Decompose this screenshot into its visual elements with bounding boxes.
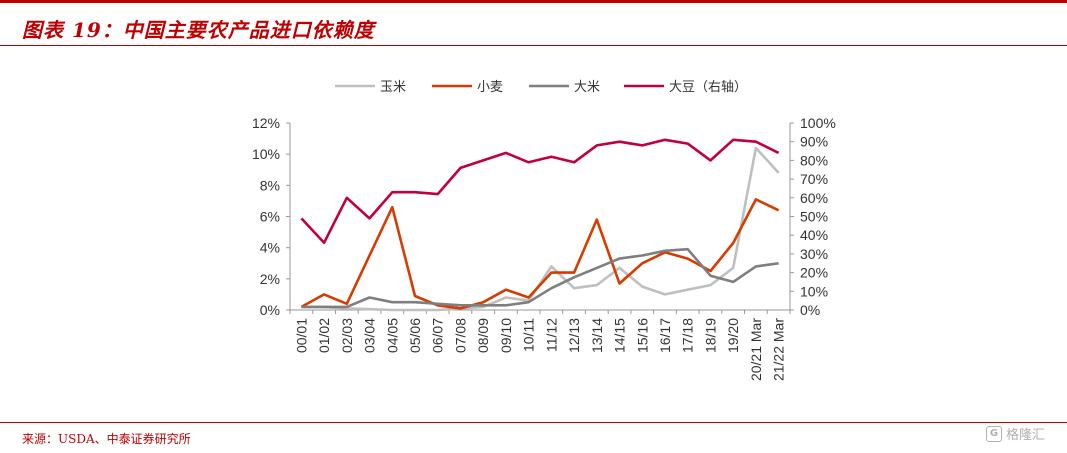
x-tick-label: 04/05 — [384, 318, 400, 353]
watermark: G 格隆汇 — [985, 424, 1045, 443]
x-tick-label: 16/17 — [657, 318, 673, 353]
x-tick-label: 01/02 — [316, 318, 332, 353]
series-line-1 — [300, 198, 780, 310]
legend-label-1: 小麦 — [477, 80, 503, 95]
left-tick-label: 6% — [260, 209, 280, 225]
x-tick-label: 09/10 — [498, 318, 514, 353]
left-tick-label: 4% — [260, 240, 280, 256]
right-tick-label: 70% — [800, 171, 828, 187]
x-tick-label: 02/03 — [339, 318, 355, 353]
x-tick-label: 21/22 Mar — [771, 318, 787, 381]
x-tick-label: 03/04 — [362, 318, 378, 353]
left-tick-label: 2% — [260, 271, 280, 287]
right-tick-label: 20% — [800, 265, 828, 281]
right-tick-label: 90% — [800, 134, 828, 150]
x-tick-label: 00/01 — [293, 318, 309, 353]
left-tick-label: 0% — [260, 302, 280, 318]
x-tick-label: 18/19 — [702, 318, 718, 353]
title-bar: 图表 19：中国主要农产品进口依赖度 — [0, 0, 1067, 46]
right-tick-label: 40% — [800, 227, 828, 243]
x-tick-label: 13/14 — [589, 318, 605, 353]
x-tick-label: 05/06 — [407, 318, 423, 353]
left-tick-label: 8% — [260, 177, 280, 193]
right-tick-label: 60% — [800, 190, 828, 206]
x-tick-label: 12/13 — [566, 318, 582, 353]
x-tick-label: 19/20 — [725, 318, 741, 353]
right-tick-label: 30% — [800, 246, 828, 262]
right-tick-label: 10% — [800, 283, 828, 299]
source-note: 来源：USDA、中泰证券研究所 — [22, 432, 191, 446]
legend-label-3: 大豆（右轴） — [669, 80, 747, 95]
series-line-2 — [301, 247, 779, 309]
watermark-text: 格隆汇 — [1005, 428, 1045, 443]
legend-label-0: 玉米 — [380, 80, 406, 95]
x-tick-label: 08/09 — [475, 318, 491, 353]
x-tick-label: 15/16 — [634, 318, 650, 353]
line-chart: 0% 2% 4% 6% 8% 10% 12% 0% 10% 20% 30% 40% 50% 60% 70% 8… — [252, 80, 836, 381]
left-tick-label: 12% — [252, 115, 280, 131]
right-tick-label: 100% — [800, 115, 836, 131]
right-tick-label: 80% — [800, 152, 828, 168]
g-logo-icon: G — [985, 425, 1002, 442]
x-tick-label: 07/08 — [452, 318, 468, 353]
x-tick-label: 14/15 — [612, 318, 628, 353]
x-tick-label: 17/18 — [680, 318, 696, 353]
right-tick-label: 0% — [800, 302, 820, 318]
left-tick-label: 10% — [252, 146, 280, 162]
x-tick-label: 10/11 — [521, 318, 537, 352]
chart-title: 图表 19：中国主要农产品进口依赖度 — [22, 18, 375, 42]
x-tick-label: 11/12 — [543, 318, 559, 352]
x-tick-label: 06/07 — [430, 318, 446, 353]
footer-divider — [0, 422, 1067, 423]
right-tick-label: 50% — [800, 209, 828, 225]
x-tick-label: 20/21 Mar — [748, 318, 764, 381]
legend-label-2: 大米 — [574, 80, 600, 95]
series-line-3 — [300, 138, 780, 244]
